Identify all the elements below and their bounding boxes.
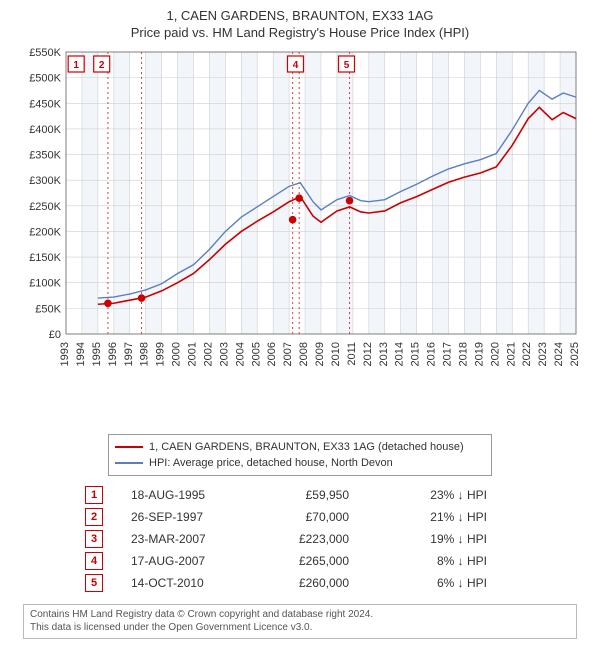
svg-text:2012: 2012 bbox=[362, 342, 374, 366]
svg-text:2013: 2013 bbox=[378, 342, 390, 366]
event-price: £265,000 bbox=[269, 554, 349, 568]
svg-text:£0: £0 bbox=[49, 329, 61, 341]
svg-text:2: 2 bbox=[99, 60, 105, 71]
svg-text:1998: 1998 bbox=[139, 342, 151, 366]
event-badge: 2 bbox=[85, 508, 103, 526]
svg-text:2005: 2005 bbox=[250, 342, 262, 366]
svg-text:5: 5 bbox=[344, 60, 350, 71]
price-chart: £0 £50K £100K £150K £200K £250K £300K £350K £400… bbox=[20, 46, 580, 386]
svg-text:2016: 2016 bbox=[426, 342, 438, 366]
event-price: £260,000 bbox=[269, 576, 349, 590]
svg-text:2008: 2008 bbox=[298, 342, 310, 366]
event-row: 2 26-SEP-1997 £70,000 21% ↓ HPI bbox=[85, 506, 515, 528]
svg-text:2002: 2002 bbox=[202, 342, 214, 366]
svg-text:2024: 2024 bbox=[553, 342, 565, 366]
svg-text:2009: 2009 bbox=[314, 342, 326, 366]
svg-text:£100K: £100K bbox=[29, 278, 61, 290]
event-row: 1 18-AUG-1995 £59,950 23% ↓ HPI bbox=[85, 484, 515, 506]
svg-text:1994: 1994 bbox=[75, 342, 87, 366]
svg-text:2025: 2025 bbox=[569, 342, 580, 366]
svg-text:1: 1 bbox=[73, 60, 79, 71]
svg-text:£150K: £150K bbox=[29, 252, 61, 264]
event-badge: 1 bbox=[85, 486, 103, 504]
svg-text:2007: 2007 bbox=[282, 342, 294, 366]
svg-text:£500K: £500K bbox=[29, 73, 61, 85]
svg-text:£350K: £350K bbox=[29, 150, 61, 162]
svg-text:1997: 1997 bbox=[123, 342, 135, 366]
svg-text:2022: 2022 bbox=[521, 342, 533, 366]
svg-text:2011: 2011 bbox=[346, 342, 358, 366]
svg-text:2001: 2001 bbox=[187, 342, 199, 366]
legend-swatch bbox=[115, 446, 143, 448]
event-price: £223,000 bbox=[269, 532, 349, 546]
footer-line-2: This data is licensed under the Open Gov… bbox=[30, 622, 570, 635]
svg-text:2021: 2021 bbox=[505, 342, 517, 366]
svg-text:£450K: £450K bbox=[29, 98, 61, 110]
svg-text:1996: 1996 bbox=[107, 342, 119, 366]
attribution-footer: Contains HM Land Registry data © Crown c… bbox=[23, 604, 577, 639]
svg-text:2000: 2000 bbox=[171, 342, 183, 366]
event-date: 18-AUG-1995 bbox=[131, 488, 241, 502]
svg-text:£550K: £550K bbox=[29, 47, 61, 59]
event-row: 3 23-MAR-2007 £223,000 19% ↓ HPI bbox=[85, 528, 515, 550]
svg-text:1993: 1993 bbox=[59, 342, 71, 366]
svg-text:2004: 2004 bbox=[234, 342, 246, 366]
footer-line-1: Contains HM Land Registry data © Crown c… bbox=[30, 609, 570, 622]
svg-text:2006: 2006 bbox=[266, 342, 278, 366]
event-row: 5 14-OCT-2010 £260,000 6% ↓ HPI bbox=[85, 572, 515, 594]
event-diff: 23% ↓ HPI bbox=[377, 488, 487, 502]
events-table: 1 18-AUG-1995 £59,950 23% ↓ HPI 2 26-SEP-1997… bbox=[85, 484, 515, 594]
svg-text:2003: 2003 bbox=[218, 342, 230, 366]
svg-text:2020: 2020 bbox=[489, 342, 501, 366]
event-date: 26-SEP-1997 bbox=[131, 510, 241, 524]
event-date: 17-AUG-2007 bbox=[131, 554, 241, 568]
legend-swatch bbox=[115, 462, 143, 464]
page-title: 1, CAEN GARDENS, BRAUNTON, EX33 1AG bbox=[10, 8, 590, 23]
svg-text:£400K: £400K bbox=[29, 124, 61, 136]
event-date: 23-MAR-2007 bbox=[131, 532, 241, 546]
svg-text:1999: 1999 bbox=[155, 342, 167, 366]
legend-label: 1, CAEN GARDENS, BRAUNTON, EX33 1AG (det… bbox=[149, 441, 464, 453]
legend-label: HPI: Average price, detached house, Nort… bbox=[149, 457, 393, 469]
event-diff: 19% ↓ HPI bbox=[377, 532, 487, 546]
svg-text:2010: 2010 bbox=[330, 342, 342, 366]
event-date: 14-OCT-2010 bbox=[131, 576, 241, 590]
legend: 1, CAEN GARDENS, BRAUNTON, EX33 1AG (det… bbox=[108, 434, 492, 476]
event-price: £70,000 bbox=[269, 510, 349, 524]
legend-row: HPI: Average price, detached house, Nort… bbox=[115, 455, 485, 471]
event-diff: 8% ↓ HPI bbox=[377, 554, 487, 568]
svg-text:£200K: £200K bbox=[29, 226, 61, 238]
svg-text:£50K: £50K bbox=[35, 303, 61, 315]
svg-text:2017: 2017 bbox=[442, 342, 454, 366]
event-badge: 3 bbox=[85, 530, 103, 548]
svg-text:2015: 2015 bbox=[410, 342, 422, 366]
svg-text:4: 4 bbox=[293, 60, 299, 71]
event-badge: 5 bbox=[85, 574, 103, 592]
svg-text:£300K: £300K bbox=[29, 175, 61, 187]
page-subtitle: Price paid vs. HM Land Registry's House … bbox=[10, 25, 590, 40]
svg-text:1995: 1995 bbox=[91, 342, 103, 366]
svg-text:£250K: £250K bbox=[29, 201, 61, 213]
svg-text:2018: 2018 bbox=[457, 342, 469, 366]
event-price: £59,950 bbox=[269, 488, 349, 502]
event-badge: 4 bbox=[85, 552, 103, 570]
svg-text:2019: 2019 bbox=[473, 342, 485, 366]
event-diff: 6% ↓ HPI bbox=[377, 576, 487, 590]
event-row: 4 17-AUG-2007 £265,000 8% ↓ HPI bbox=[85, 550, 515, 572]
svg-text:2014: 2014 bbox=[394, 342, 406, 366]
svg-text:2023: 2023 bbox=[537, 342, 549, 366]
legend-row: 1, CAEN GARDENS, BRAUNTON, EX33 1AG (det… bbox=[115, 439, 485, 455]
event-diff: 21% ↓ HPI bbox=[377, 510, 487, 524]
